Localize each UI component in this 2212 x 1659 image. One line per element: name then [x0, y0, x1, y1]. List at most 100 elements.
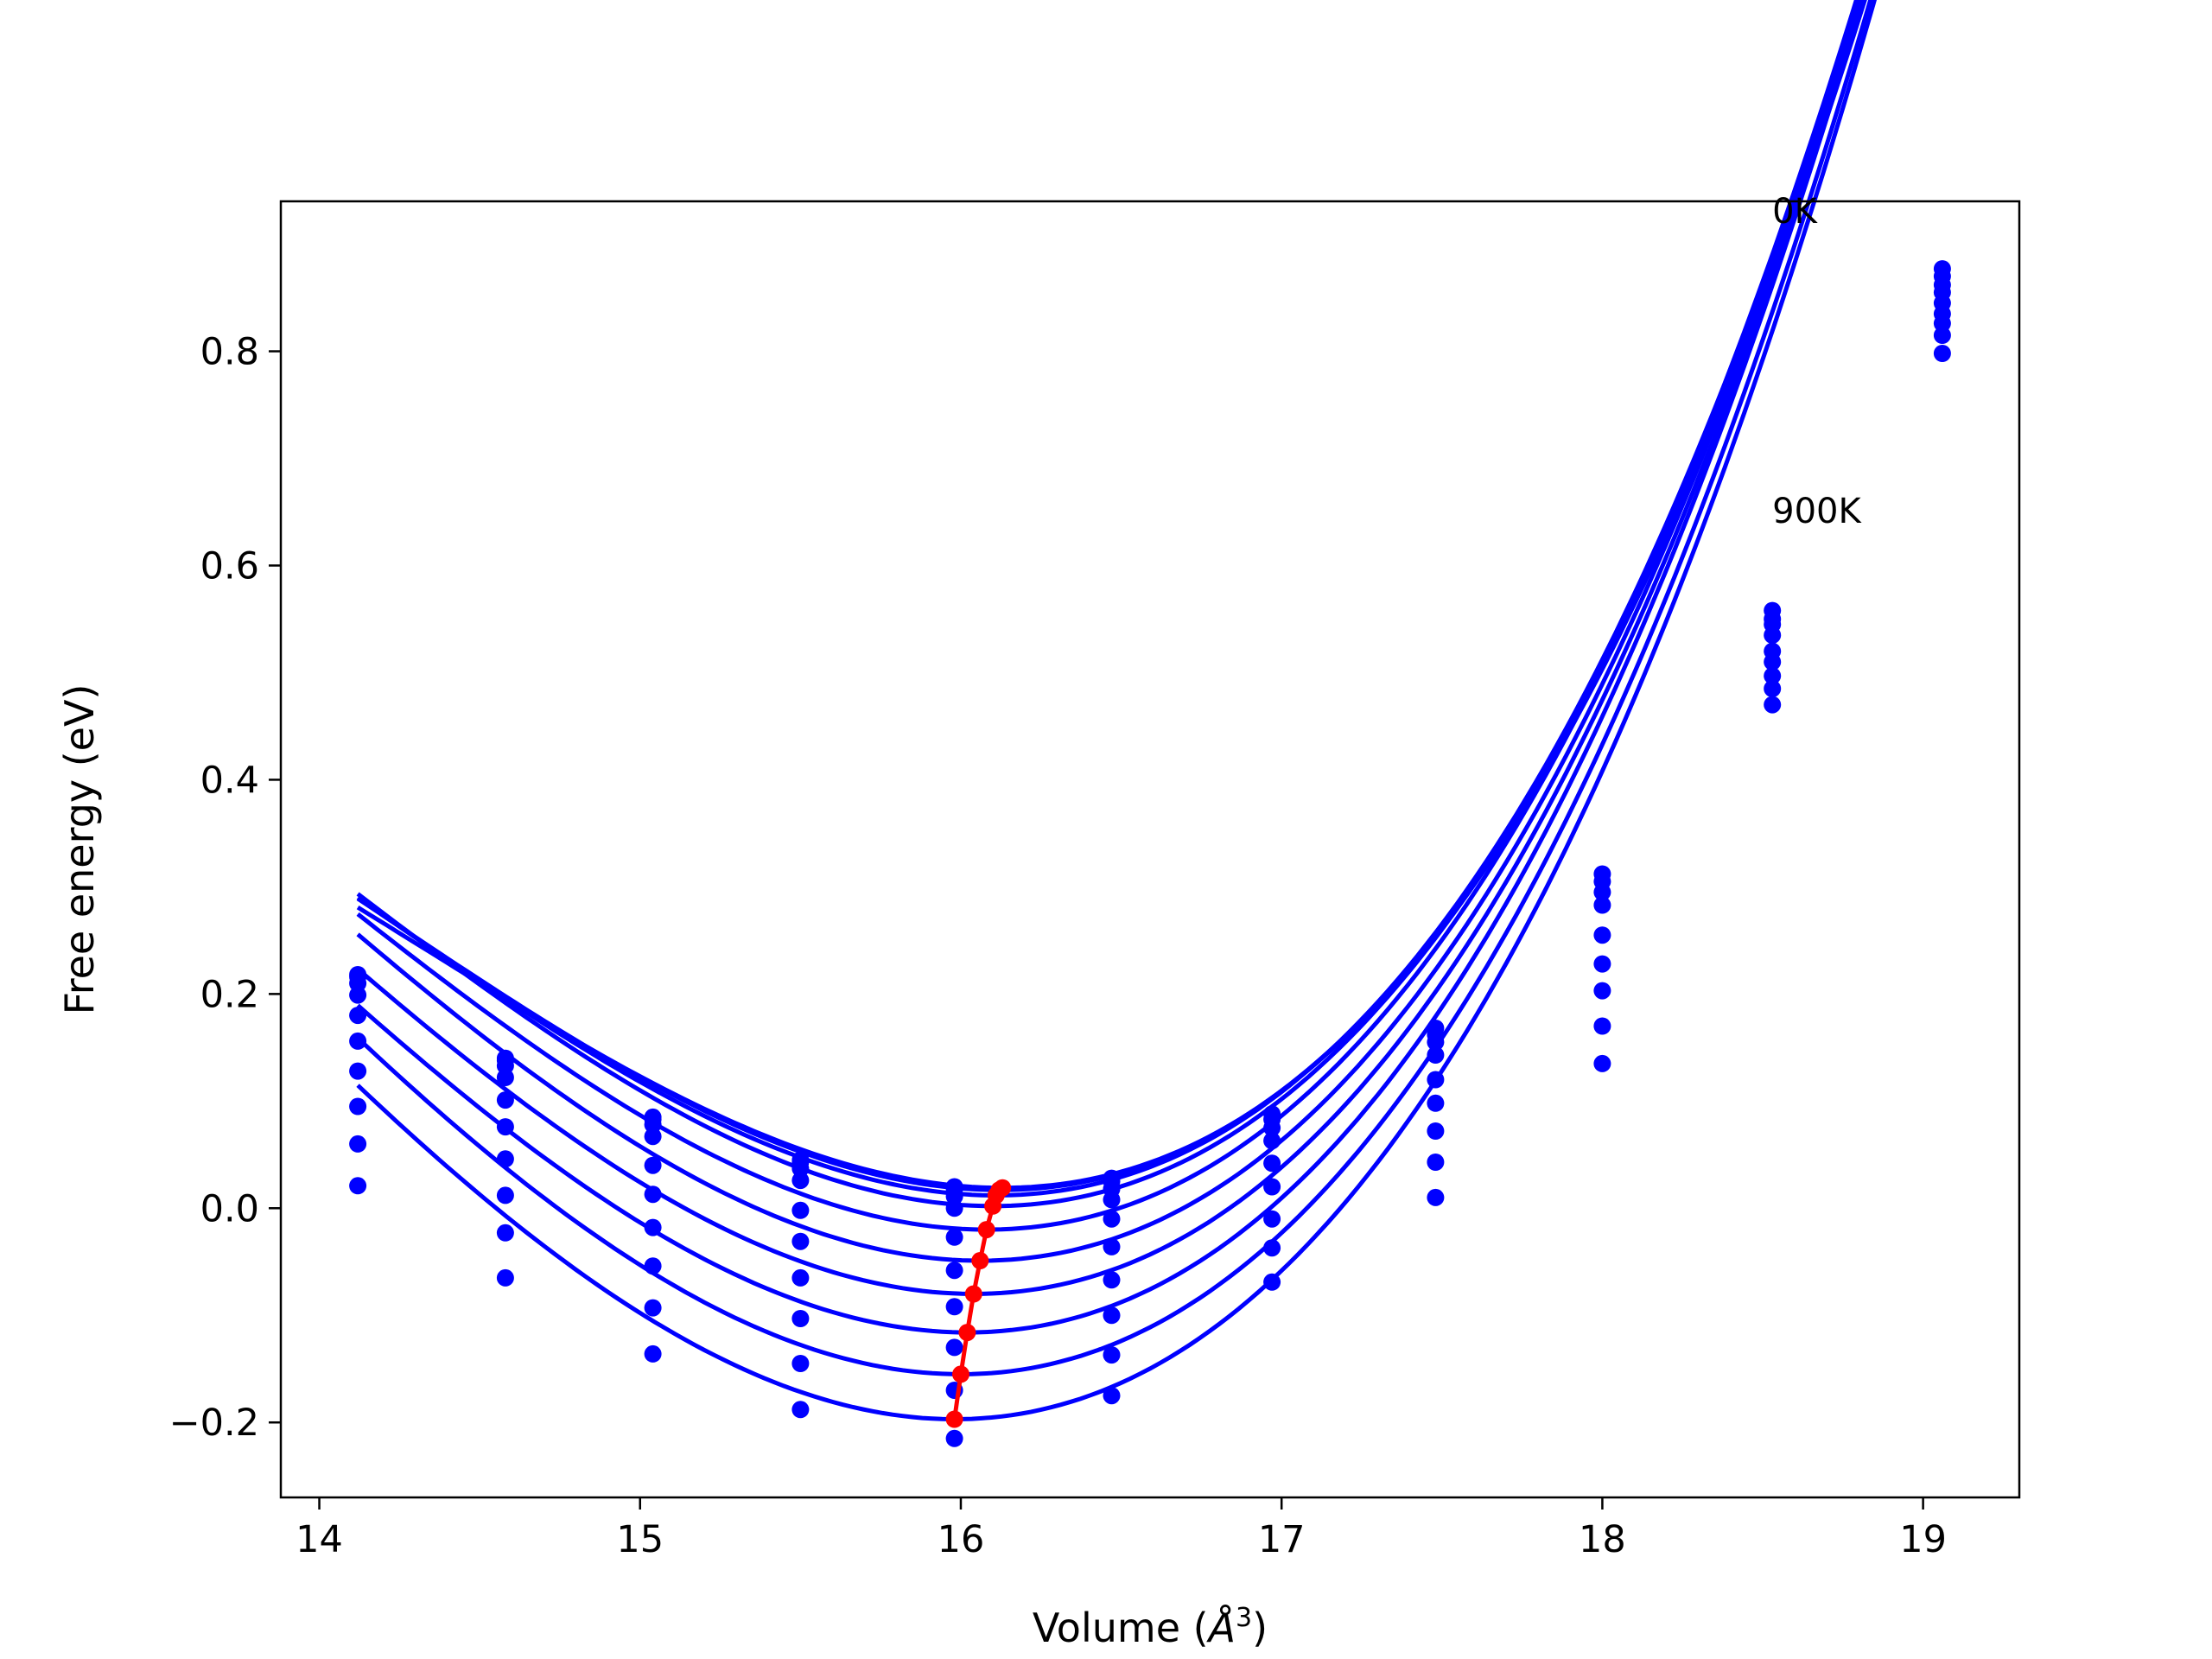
temperature-annotation: 900K: [1772, 492, 1862, 531]
minimum-point: [958, 1324, 976, 1342]
x-axis-label-sup: 3: [1236, 1603, 1252, 1633]
data-point: [1103, 1387, 1121, 1405]
data-point: [1263, 1132, 1281, 1150]
data-point: [644, 1218, 662, 1236]
x-axis-label-prefix: Volume (: [1033, 1605, 1209, 1651]
data-point: [1103, 1191, 1121, 1209]
y-tick-label: 0.2: [200, 973, 259, 1016]
fit-curve-1: [356, 0, 1867, 1192]
data-point: [644, 1344, 662, 1363]
x-tick-label: 19: [1899, 1518, 1947, 1561]
data-point: [791, 1160, 810, 1178]
data-point: [1263, 1119, 1281, 1137]
data-point: [349, 1007, 367, 1025]
minimum-point: [964, 1285, 982, 1303]
data-point: [1103, 1346, 1121, 1364]
data-point: [1427, 1071, 1445, 1089]
data-point: [349, 1177, 367, 1195]
y-tick-label: 0.8: [200, 331, 259, 374]
data-point: [1764, 680, 1782, 697]
data-point: [496, 1224, 514, 1242]
minimum-line: [945, 1179, 1012, 1428]
data-point: [496, 1186, 514, 1205]
data-point: [945, 1199, 963, 1217]
data-point: [644, 1299, 662, 1317]
y-tick-label: 0.6: [200, 544, 259, 588]
x-axis-label-suffix: ): [1252, 1605, 1268, 1651]
minimum-point: [952, 1365, 969, 1383]
data-point: [496, 1091, 514, 1109]
data-point: [1103, 1237, 1121, 1255]
data-point: [945, 1262, 963, 1280]
data-point: [1764, 626, 1782, 645]
data-point: [1593, 883, 1611, 901]
data-point: [644, 1128, 662, 1146]
data-point: [349, 986, 367, 1004]
x-tick-label: 17: [1258, 1518, 1306, 1561]
data-point: [1427, 1188, 1445, 1206]
y-axis-label: Free energy (eV): [56, 684, 103, 1015]
minimum-point: [945, 1410, 963, 1428]
data-point: [945, 1298, 963, 1316]
data-point: [644, 1257, 662, 1275]
data-point: [1593, 1054, 1611, 1072]
minimum-point: [984, 1197, 1002, 1215]
data-point: [496, 1118, 514, 1136]
fit-curve-8: [356, 0, 1873, 1376]
data-point: [349, 1062, 367, 1080]
data-point: [644, 1156, 662, 1174]
data-point: [349, 1097, 367, 1116]
data-point: [791, 1268, 810, 1287]
data-point: [1103, 1271, 1121, 1289]
data-point: [496, 1150, 514, 1168]
data-point: [1764, 653, 1782, 671]
data-point: [496, 1268, 514, 1287]
data-point: [1263, 1154, 1281, 1173]
data-point: [1427, 1122, 1445, 1140]
fit-curve-9: [356, 0, 1877, 1422]
x-tick-label: 15: [616, 1518, 664, 1561]
data-point: [1427, 1033, 1445, 1052]
data-point: [1764, 667, 1782, 685]
data-point: [1933, 345, 1951, 362]
data-point: [791, 1172, 810, 1190]
data-point: [1103, 1306, 1121, 1325]
x-axis-label: Volume (Å3): [1033, 1603, 1268, 1651]
data-point: [349, 1135, 367, 1153]
data-point: [1764, 696, 1782, 714]
data-point: [1593, 896, 1611, 914]
x-axis-ticks: 14 15 16 17 18 19: [296, 1497, 1947, 1561]
fit-curve-7: [356, 0, 1866, 1335]
data-point: [1263, 1239, 1281, 1257]
minimum-point: [971, 1252, 989, 1269]
data-point: [1427, 1154, 1445, 1171]
data-point: [1593, 926, 1611, 944]
data-point: [1263, 1210, 1281, 1228]
data-point: [945, 1338, 963, 1357]
data-point: [945, 1429, 963, 1447]
temperature-annotation: 0K: [1772, 192, 1818, 232]
x-tick-label: 16: [938, 1518, 985, 1561]
data-point: [791, 1201, 810, 1219]
fit-curves: [356, 0, 1877, 1422]
data-point: [496, 1069, 514, 1086]
fit-curve-5: [356, 0, 1864, 1263]
y-axis-ticks: −0.2 0.0 0.2 0.4 0.6 0.8: [169, 331, 281, 1445]
x-tick-label: 18: [1579, 1518, 1626, 1561]
data-point: [1933, 315, 1951, 333]
fit-curve-4: [356, 0, 1859, 1232]
data-point: [1593, 1017, 1611, 1035]
y-tick-label: 0.0: [200, 1187, 259, 1230]
data-point: [1263, 1178, 1281, 1196]
annotations: 0K 900K: [1772, 192, 1862, 531]
minimum-point: [977, 1221, 995, 1239]
data-point: [1427, 1046, 1445, 1064]
data-point: [791, 1355, 810, 1372]
data-point: [791, 1232, 810, 1250]
data-point: [945, 1228, 963, 1246]
data-point: [1103, 1210, 1121, 1228]
x-axis-label-unit: Å: [1206, 1605, 1236, 1651]
data-point: [349, 1032, 367, 1050]
